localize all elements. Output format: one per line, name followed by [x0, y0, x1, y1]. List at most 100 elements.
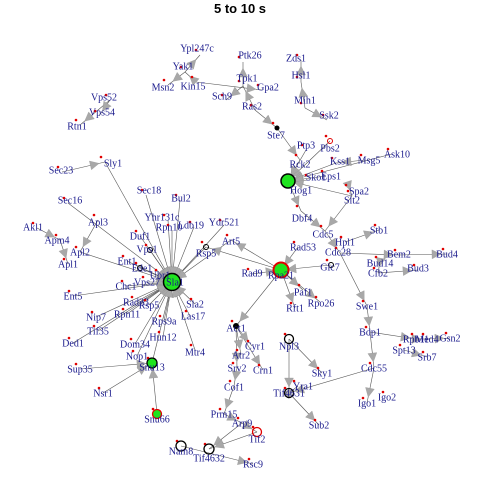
arrowhead: [365, 387, 375, 398]
node-label: Rpb11: [403, 335, 429, 346]
arrowhead: [168, 266, 179, 277]
arrowhead: [305, 410, 316, 421]
leaf-dot: [321, 113, 325, 117]
leaf-dot: [334, 246, 338, 250]
arrowhead: [246, 83, 257, 93]
arrowhead: [82, 236, 92, 248]
node-label: Cdc5: [312, 230, 333, 241]
leaf-dot: [271, 121, 275, 125]
node-label: Msn2: [152, 83, 175, 94]
leaf-dot: [374, 255, 378, 259]
node-label: Msg5: [358, 156, 381, 167]
arrowhead: [285, 292, 295, 303]
arrowhead: [402, 266, 413, 276]
hub-node-circle: [251, 426, 263, 438]
node-label: Sub2: [309, 421, 330, 432]
node-label: Bud3: [407, 264, 429, 275]
leaf-dot: [398, 343, 402, 347]
leaf-dot: [90, 310, 94, 314]
arrowhead: [284, 254, 294, 266]
node-label: Chc1: [115, 282, 136, 293]
leaf-dot: [129, 337, 133, 341]
leaf-dot: [314, 295, 318, 299]
node-label: Eps1: [321, 172, 341, 183]
arrowhead: [308, 358, 319, 369]
node-label: Rad53: [290, 243, 316, 254]
leaf-dot: [316, 366, 320, 370]
node-label: Ptp3: [297, 141, 315, 152]
arrowhead: [136, 359, 147, 369]
leaf-dot: [237, 79, 241, 83]
node-label: Ypl247c: [180, 44, 214, 55]
leaf-dot: [141, 275, 145, 279]
hub-node-circle: [283, 387, 295, 399]
node-label: Rpo26: [308, 299, 335, 310]
leaf-dot: [174, 193, 178, 197]
node-label: Sch9: [212, 92, 232, 103]
hub-node-circle: [274, 125, 280, 131]
leaf-dot: [121, 254, 125, 258]
node-label: Cfb2: [368, 269, 388, 280]
node-label: Sla2: [186, 300, 204, 311]
arrowhead: [136, 365, 148, 375]
leaf-dot: [151, 407, 155, 411]
leaf-dot: [339, 235, 343, 239]
node-label: Rsp5: [196, 249, 217, 260]
node-label: Srb7: [418, 353, 437, 364]
leaf-dot: [372, 266, 376, 270]
leaf-dot: [162, 78, 166, 82]
leaf-dot: [140, 188, 144, 192]
leaf-dot: [190, 75, 194, 79]
node-label: Tpk1: [236, 74, 257, 85]
node-label: Rad9: [241, 269, 262, 280]
leaf-dot: [292, 240, 296, 244]
leaf-dot: [194, 48, 198, 52]
arrowhead: [241, 420, 253, 430]
node-label: Ask10: [384, 150, 410, 161]
node-label: Ptk26: [238, 51, 261, 62]
leaf-dot: [56, 165, 60, 169]
leaf-dot: [256, 83, 260, 87]
leaf-dot: [120, 279, 124, 283]
node-label: Nop1: [126, 352, 148, 363]
leaf-dot: [54, 233, 58, 237]
arrowhead: [245, 91, 255, 102]
node-label: Rpn10: [156, 223, 183, 234]
node-label: Sky1: [312, 369, 333, 380]
leaf-dot: [62, 196, 66, 200]
leaf-dot: [74, 245, 78, 249]
leaf-dot: [157, 330, 161, 334]
leaf-dot: [346, 189, 350, 193]
node-label: Rad23: [123, 298, 149, 309]
leaf-dot: [246, 339, 250, 343]
node-label: Igo1: [358, 399, 376, 410]
node-label: Sec18: [137, 186, 161, 197]
leaf-dot: [324, 134, 328, 138]
node-label: Hun12: [149, 333, 176, 344]
node-label: Apm4: [45, 236, 70, 247]
leaf-dot: [364, 325, 368, 329]
edge-line: [67, 202, 173, 283]
arrowhead: [214, 439, 225, 449]
node-label: Igo2: [378, 393, 396, 404]
node-label: Vps27: [134, 278, 160, 289]
arrowhead: [237, 455, 248, 465]
arrowhead: [238, 331, 249, 342]
leaf-dot: [257, 363, 261, 367]
node-label: Rpn11: [114, 310, 140, 321]
arrowhead: [363, 230, 374, 240]
leaf-dot: [373, 223, 377, 227]
node-label: Snu13: [139, 363, 165, 374]
leaf-dot: [294, 153, 298, 157]
arrowhead: [293, 179, 304, 190]
node-label: Art5: [222, 237, 240, 248]
node-label: Act1: [226, 324, 245, 335]
leaf-dot: [231, 361, 235, 365]
leaf-dot: [92, 324, 96, 328]
leaf-dot: [74, 118, 78, 122]
arrowhead: [148, 368, 159, 379]
leaf-dot: [313, 418, 317, 422]
node-label: Swe1: [356, 302, 378, 313]
node-label: Sla1: [166, 278, 184, 289]
arrowhead: [186, 59, 197, 70]
